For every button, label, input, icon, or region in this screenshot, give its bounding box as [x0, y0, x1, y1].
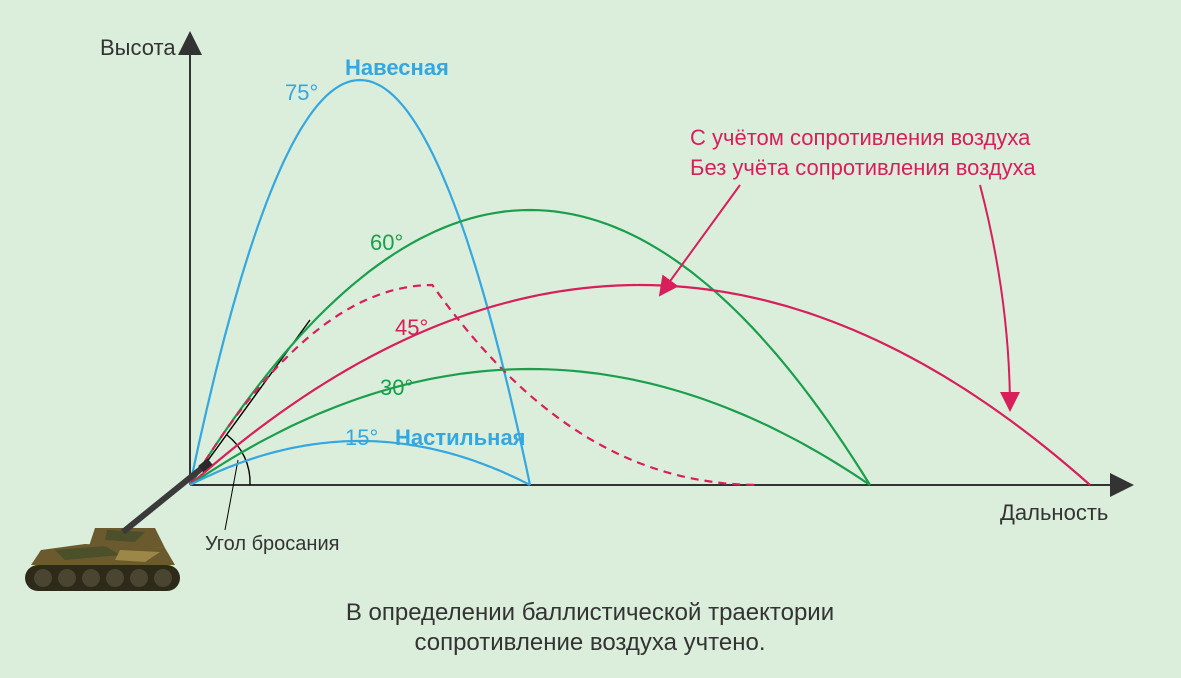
svg-text:сопротивление воздуха учтено.: сопротивление воздуха учтено. — [414, 629, 765, 656]
without-drag-arrow — [980, 185, 1010, 410]
angle-75-label: 75° — [285, 80, 318, 105]
high-angle-label: Навесная — [345, 55, 449, 80]
svg-text:В определении баллистической т: В определении баллистической траектории — [346, 599, 834, 626]
angle-60-label: 60° — [370, 230, 403, 255]
trajectory-t60 — [190, 210, 870, 485]
angle-15-label: 15° — [345, 425, 378, 450]
with-drag-label: С учётом сопротивления воздуха — [690, 125, 1031, 150]
launch-angle-annotation: Угол бросания — [190, 320, 339, 555]
low-angle-label: Настильная — [395, 425, 526, 450]
caption: В определении баллистической траектории … — [346, 599, 834, 656]
tank-icon — [25, 458, 213, 591]
angle-45-label: 45° — [395, 315, 428, 340]
drag-callouts: С учётом сопротивления воздуха Без учёта… — [660, 125, 1036, 410]
y-axis-label: Высота — [100, 35, 176, 60]
x-axis-label: Дальность — [1000, 500, 1108, 525]
trajectory-t30 — [190, 369, 870, 485]
trajectory-t45_drag — [190, 285, 760, 485]
launch-angle-label: Угол бросания — [205, 533, 339, 555]
without-drag-label: Без учёта сопротивления воздуха — [690, 155, 1036, 180]
angle-30-label: 30° — [380, 375, 413, 400]
trajectory-t45_nodrag — [190, 285, 1090, 485]
